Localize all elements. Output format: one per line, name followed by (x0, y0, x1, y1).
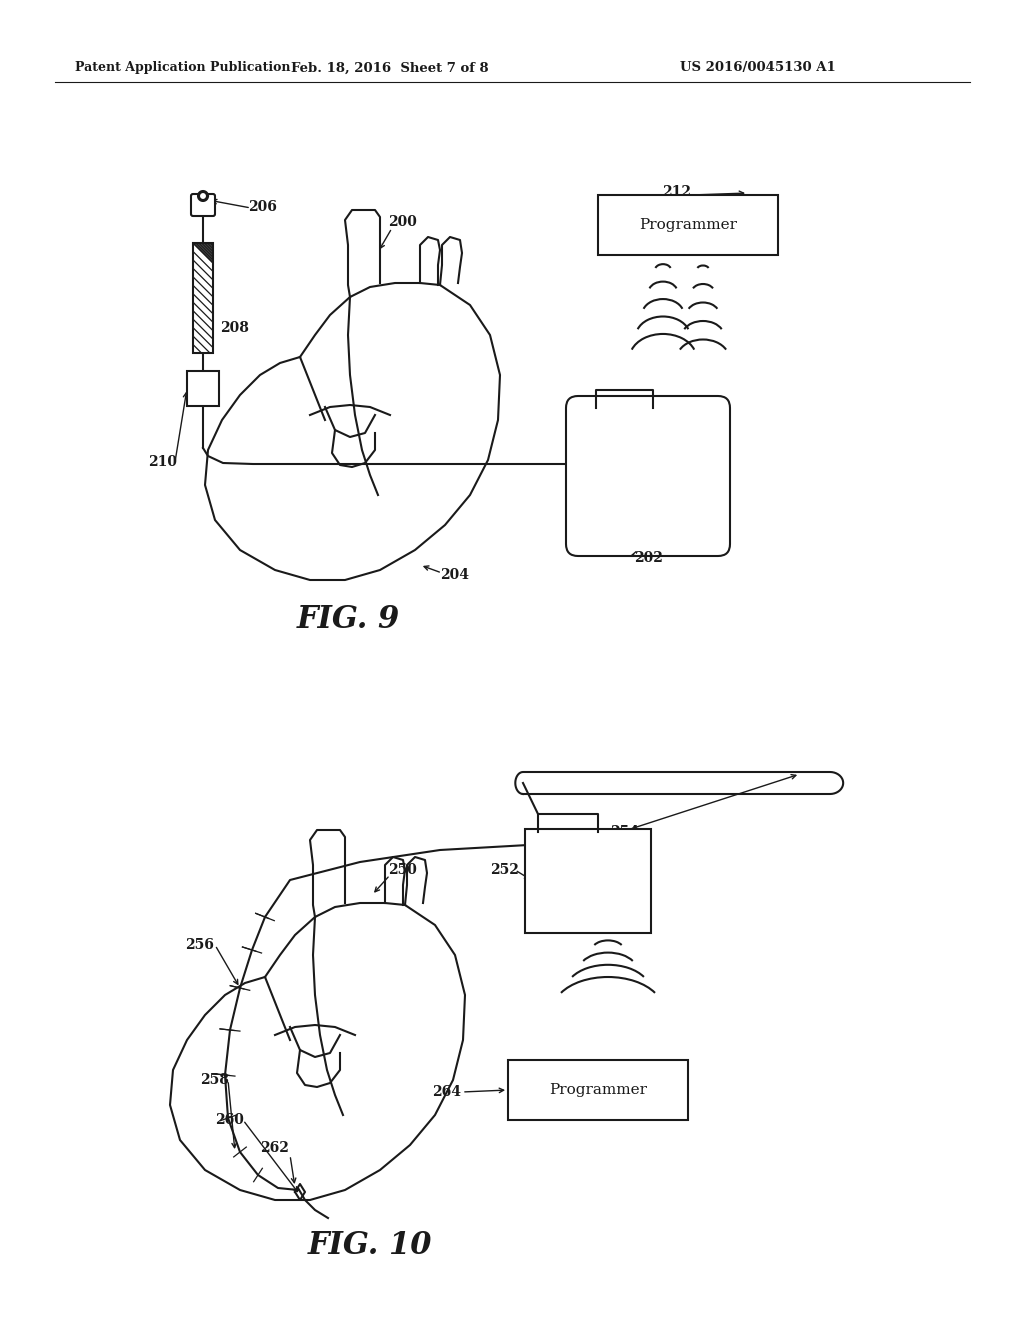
Text: 264: 264 (432, 1085, 461, 1100)
Bar (193, 243, 213, 352)
Bar (508, 1060, 688, 1119)
Text: 254: 254 (610, 825, 639, 840)
Text: 206: 206 (248, 201, 276, 214)
Text: 262: 262 (260, 1140, 289, 1155)
Text: 212: 212 (662, 185, 691, 199)
Text: 204: 204 (440, 568, 469, 582)
Text: US 2016/0045130 A1: US 2016/0045130 A1 (680, 62, 836, 74)
Circle shape (199, 191, 207, 201)
Text: Programmer: Programmer (549, 1082, 647, 1097)
Text: 208: 208 (220, 321, 249, 335)
Text: Feb. 18, 2016  Sheet 7 of 8: Feb. 18, 2016 Sheet 7 of 8 (291, 62, 488, 74)
Text: Patent Application Publication: Patent Application Publication (75, 62, 291, 74)
Bar (187, 371, 219, 407)
Text: 256: 256 (185, 939, 214, 952)
Text: 252: 252 (490, 863, 519, 876)
Text: Programmer: Programmer (639, 218, 737, 232)
Text: 210: 210 (148, 455, 177, 469)
Text: 202: 202 (634, 550, 663, 565)
Text: 250: 250 (388, 863, 417, 876)
Text: FIG. 9: FIG. 9 (296, 605, 399, 635)
Text: 200: 200 (388, 215, 417, 228)
Text: FIG. 10: FIG. 10 (308, 1229, 432, 1261)
FancyBboxPatch shape (525, 829, 651, 933)
FancyBboxPatch shape (191, 194, 215, 216)
Text: 258: 258 (200, 1073, 229, 1086)
Bar (598, 195, 778, 255)
Text: 260: 260 (215, 1113, 244, 1127)
FancyBboxPatch shape (566, 396, 730, 556)
